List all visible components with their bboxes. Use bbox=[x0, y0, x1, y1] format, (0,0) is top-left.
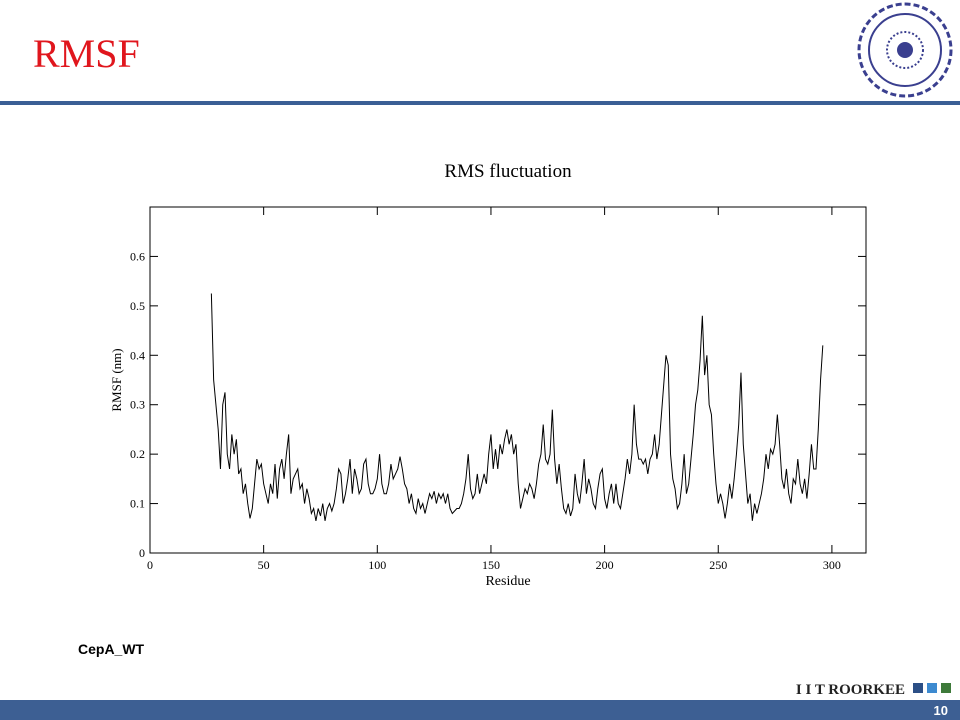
x-tick-label: 300 bbox=[823, 558, 841, 572]
y-tick-label: 0 bbox=[139, 546, 145, 560]
footer-bar bbox=[0, 700, 960, 720]
x-tick-label: 150 bbox=[482, 558, 500, 572]
y-tick-label: 0.1 bbox=[130, 497, 145, 511]
caption: CepA_WT bbox=[78, 641, 145, 657]
brand-square bbox=[913, 683, 923, 693]
plot-frame bbox=[149, 206, 867, 554]
brand-square bbox=[941, 683, 951, 693]
logo bbox=[857, 2, 953, 98]
x-axis-label: Residue bbox=[485, 574, 530, 589]
x-tick-label: 100 bbox=[368, 558, 386, 572]
footer-brand: I I T ROORKEE bbox=[796, 682, 905, 698]
rmsf-line bbox=[210, 293, 824, 521]
x-tick-label: 50 bbox=[258, 558, 270, 572]
y-axis-label: RMSF (nm) bbox=[109, 348, 124, 411]
x-tick-label: 250 bbox=[709, 558, 727, 572]
x-tick-label: 200 bbox=[596, 558, 614, 572]
y-tick-label: 0.3 bbox=[130, 398, 145, 412]
y-tick-label: 0.5 bbox=[130, 299, 145, 313]
x-tick-label: 0 bbox=[147, 558, 153, 572]
header-rule bbox=[0, 101, 960, 105]
y-tick-label: 0.2 bbox=[130, 447, 145, 461]
slide-title: RMSF bbox=[33, 31, 140, 76]
chart-title: RMS fluctuation bbox=[444, 161, 572, 182]
page-number: 10 bbox=[934, 703, 948, 718]
y-tick-label: 0.4 bbox=[130, 348, 145, 362]
brand-square bbox=[927, 683, 937, 693]
y-tick-label: 0.6 bbox=[130, 249, 145, 263]
